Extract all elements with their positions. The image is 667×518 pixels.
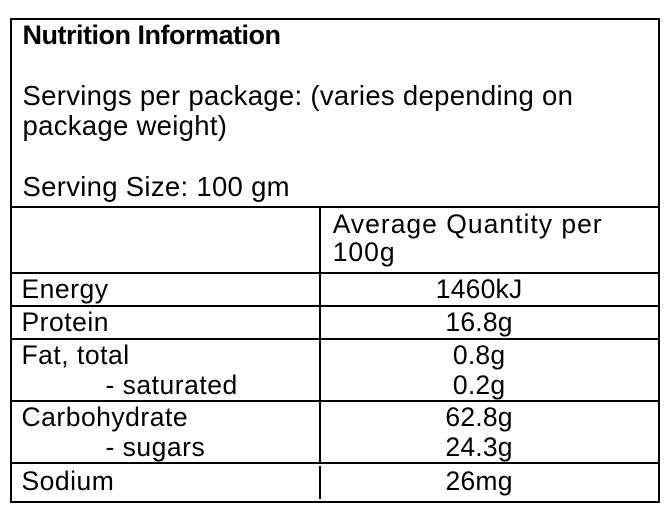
serving-size: Serving Size: 100 gm [22,171,290,202]
table-row-sodium: Sodium 26mg [11,462,658,500]
label-header-section: Nutrition Information Servings per packa… [12,20,658,206]
table-row-protein: Protein 16.8g [11,304,658,338]
nutrient-name: Sodium [12,466,321,500]
nutrient-value: 0.8g [452,339,506,370]
nutrient-name: Fat, total [21,339,130,370]
nutrient-value: 26mg [445,466,513,497]
nutrient-sub-value: 24.3g [445,432,513,463]
nutrient-name: Protein [12,306,321,338]
nutrient-value: 16.8g [445,306,513,337]
nutrient-sub-name: - sugars [105,432,206,463]
table-row-carbohydrate: Carbohydrate - sugars 62.8g 24.3g [11,400,658,463]
label-title: Nutrition Information [22,19,281,50]
table-row-fat: Fat, total - saturated 0.8g 0.2g [11,337,658,401]
nutrient-sub-name: - saturated [105,369,238,400]
nutrient-name: Energy [12,273,321,305]
nutrition-label: Nutrition Information Servings per packa… [9,17,660,503]
value-column-header: Average Quantity per 100g [332,209,603,268]
servings-per-package: Servings per package: (varies depending … [22,79,574,141]
nutrient-name: Carbohydrate [21,402,189,433]
nutrient-sub-value: 0.2g [452,369,506,400]
nutrient-value: 62.8g [445,402,513,433]
nutrient-column-header [12,207,321,272]
nutrient-value: 1460kJ [435,273,523,304]
table-row-energy: Energy 1460kJ [11,271,658,305]
table-header-row: Average Quantity per 100g [11,205,658,272]
